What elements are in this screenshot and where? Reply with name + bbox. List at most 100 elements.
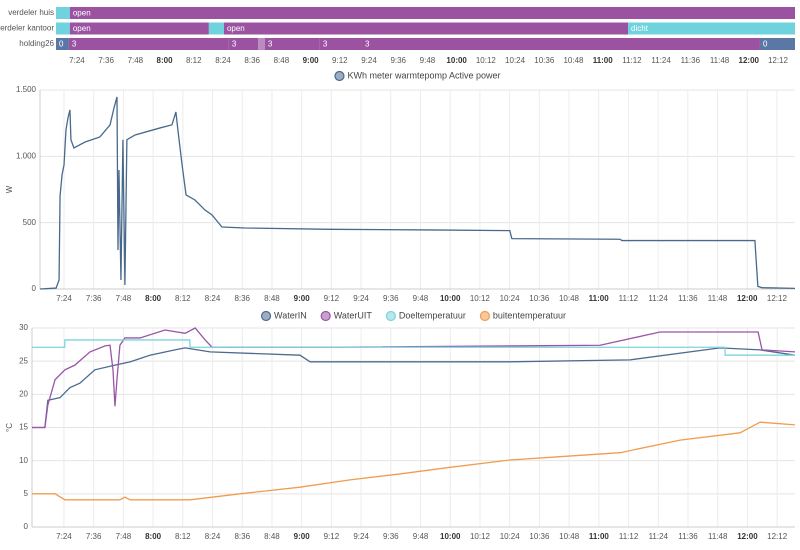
x-tick-label: 7:48 <box>128 56 144 65</box>
x-tick-label: 9:48 <box>413 532 429 541</box>
x-tick-label: 9:48 <box>413 294 429 303</box>
y-axis-label: °C <box>5 423 14 432</box>
x-tick-label: 8:36 <box>234 294 250 303</box>
state-label: 0 <box>763 40 768 49</box>
x-tick-label: 10:00 <box>440 532 461 541</box>
x-tick-label: 10:48 <box>559 294 580 303</box>
x-tick-label: 8:00 <box>145 532 162 541</box>
legend-marker <box>320 310 331 322</box>
x-tick-label: 11:24 <box>651 56 671 65</box>
x-tick-label: 11:36 <box>681 56 701 65</box>
x-tick-label: 8:36 <box>244 56 260 65</box>
x-tick-label: 9:00 <box>294 532 311 541</box>
row-label: verdeler kantoor <box>0 24 54 33</box>
x-tick-label: 9:24 <box>353 532 369 541</box>
x-tick-label: 10:00 <box>446 56 467 65</box>
x-tick-label: 9:12 <box>324 294 340 303</box>
x-tick-label: 8:00 <box>157 56 174 65</box>
state-segment <box>228 38 259 50</box>
legend-item[interactable]: WaterUIT <box>320 310 373 322</box>
state-segment <box>258 38 265 50</box>
state-segment <box>223 22 629 35</box>
x-tick-label: 12:00 <box>737 532 758 541</box>
state-segment <box>319 38 362 50</box>
x-tick-label: 8:24 <box>205 532 221 541</box>
x-tick-label: 9:00 <box>294 294 311 303</box>
legend: WaterIN WaterUIT Doeltemperatuur buitentemp… <box>260 310 566 322</box>
x-tick-label: 11:00 <box>589 294 610 303</box>
x-tick-label: 8:36 <box>234 532 250 541</box>
row-label: verdeler huis <box>8 8 54 17</box>
x-tick-label: 12:12 <box>767 532 788 541</box>
x-tick-label: 8:12 <box>175 294 191 303</box>
legend-item[interactable]: Doeltemperatuur <box>385 310 466 322</box>
x-tick-label: 11:12 <box>619 294 639 303</box>
x-tick-label: 7:36 <box>86 294 102 303</box>
state-segment <box>56 38 69 50</box>
state-segment <box>69 22 209 35</box>
x-tick-label: 8:48 <box>274 56 290 65</box>
state-segment <box>264 38 320 50</box>
state-label: open <box>227 24 245 33</box>
series-line <box>32 339 795 356</box>
state-segment <box>69 7 795 19</box>
legend-item[interactable]: buitentemperatuur <box>479 310 566 322</box>
x-tick-label: 9:36 <box>383 532 399 541</box>
x-tick-label: 10:24 <box>505 56 526 65</box>
series-line <box>32 347 796 429</box>
y-tick-label: 10 <box>19 456 28 465</box>
legend-item[interactable]: WaterIN <box>260 310 307 322</box>
x-tick-label: 8:24 <box>215 56 231 65</box>
legend-label: buitentemperatuur <box>493 310 566 320</box>
legend-marker <box>260 310 272 322</box>
x-tick-label: 11:36 <box>678 532 698 541</box>
x-tick-label: 10:48 <box>563 56 584 65</box>
x-tick-label: 10:12 <box>470 532 491 541</box>
state-label: 3 <box>72 40 77 49</box>
state-label: open <box>73 9 91 18</box>
state-label: 3 <box>232 40 237 49</box>
x-tick-label: 10:12 <box>476 56 497 65</box>
x-tick-label: 10:00 <box>440 294 461 303</box>
x-tick-label: 11:24 <box>648 294 668 303</box>
y-tick-label: 20 <box>19 389 28 398</box>
legend-marker <box>334 70 345 82</box>
series-line <box>32 421 796 501</box>
state-label: open <box>73 24 91 33</box>
x-tick-label: 11:48 <box>710 56 730 65</box>
legend-label: WaterUIT <box>334 310 373 320</box>
x-tick-label: 10:24 <box>500 294 521 303</box>
x-tick-label: 11:48 <box>708 532 728 541</box>
x-tick-label: 10:24 <box>500 532 521 541</box>
state-label: dicht <box>631 24 649 33</box>
x-tick-label: 10:48 <box>559 532 580 541</box>
x-tick-label: 11:00 <box>589 532 610 541</box>
legend: KWh meter warmtepomp Active power <box>334 70 501 82</box>
x-tick-label: 12:00 <box>739 56 760 65</box>
state-segment <box>208 22 224 35</box>
y-tick-label: 5 <box>24 489 29 498</box>
state-label: 3 <box>268 40 273 49</box>
row-label: holding26 <box>19 39 54 48</box>
x-tick-label: 11:00 <box>593 56 614 65</box>
x-tick-label: 11:48 <box>708 294 728 303</box>
state-segment <box>56 22 70 35</box>
x-tick-label: 9:24 <box>361 56 377 65</box>
x-tick-label: 9:36 <box>383 294 399 303</box>
x-tick-label: 12:12 <box>768 56 789 65</box>
x-tick-label: 7:24 <box>69 56 85 65</box>
x-tick-label: 7:48 <box>116 294 132 303</box>
legend-marker <box>385 310 396 322</box>
x-tick-label: 11:12 <box>619 532 639 541</box>
y-tick-label: 25 <box>19 356 28 365</box>
x-tick-label: 9:24 <box>353 294 369 303</box>
y-tick-label: 0 <box>32 284 37 293</box>
x-tick-label: 10:12 <box>470 294 491 303</box>
y-tick-label: 1.500 <box>16 85 37 94</box>
x-tick-label: 8:48 <box>264 294 280 303</box>
x-tick-label: 8:12 <box>175 532 191 541</box>
state-segment <box>628 22 795 35</box>
state-label: 3 <box>365 40 370 49</box>
legend-item[interactable]: KWh meter warmtepomp Active power <box>334 70 501 82</box>
legend-label: WaterIN <box>274 310 307 320</box>
